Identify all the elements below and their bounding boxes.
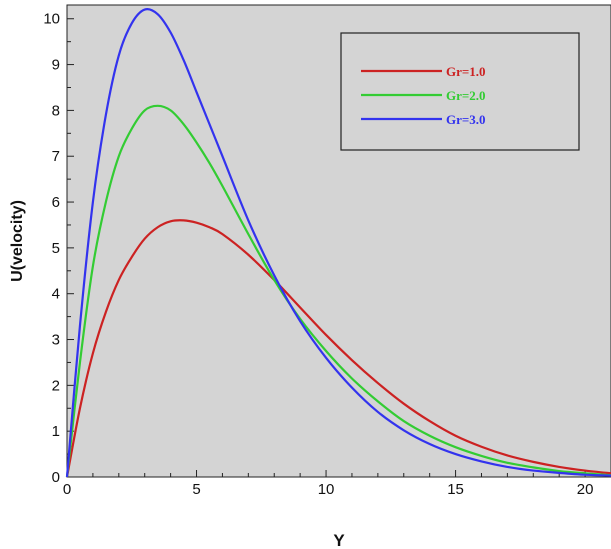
y-tick-label: 0 [52, 469, 60, 486]
x-tick-label: 5 [192, 481, 200, 498]
y-axis-title: U(velocity) [9, 200, 26, 282]
y-tick-label: 3 [52, 332, 60, 349]
y-tick-label: 6 [52, 194, 60, 211]
y-tick-label: 2 [52, 377, 60, 394]
x-tick-label: 0 [63, 481, 71, 498]
series-line-1 [65, 219, 611, 478]
legend-label: Gr=2.0 [446, 88, 486, 103]
legend-box [340, 32, 580, 151]
series-lines [65, 8, 611, 478]
series-line-2 [65, 104, 611, 478]
series-line-3 [65, 8, 611, 478]
y-tick-label: 9 [52, 57, 60, 74]
x-axis-title: Y [333, 531, 345, 549]
y-tick-label: 1 [52, 423, 60, 440]
legend-label: Gr=3.0 [446, 112, 486, 127]
legend: Gr=1.0 Gr=2.0 Gr=3.0 [340, 32, 580, 151]
x-tick-label: 15 [447, 481, 464, 498]
legend-label: Gr=1.0 [446, 64, 486, 79]
x-tick-label: 10 [318, 481, 335, 498]
y-tick-label: 10 [43, 11, 60, 28]
y-tick-label: 7 [52, 148, 60, 165]
y-tick-label: 5 [52, 240, 60, 257]
x-tick-label: 20 [577, 481, 594, 498]
y-tick-label: 4 [52, 286, 60, 303]
y-tick-label: 8 [52, 102, 60, 119]
